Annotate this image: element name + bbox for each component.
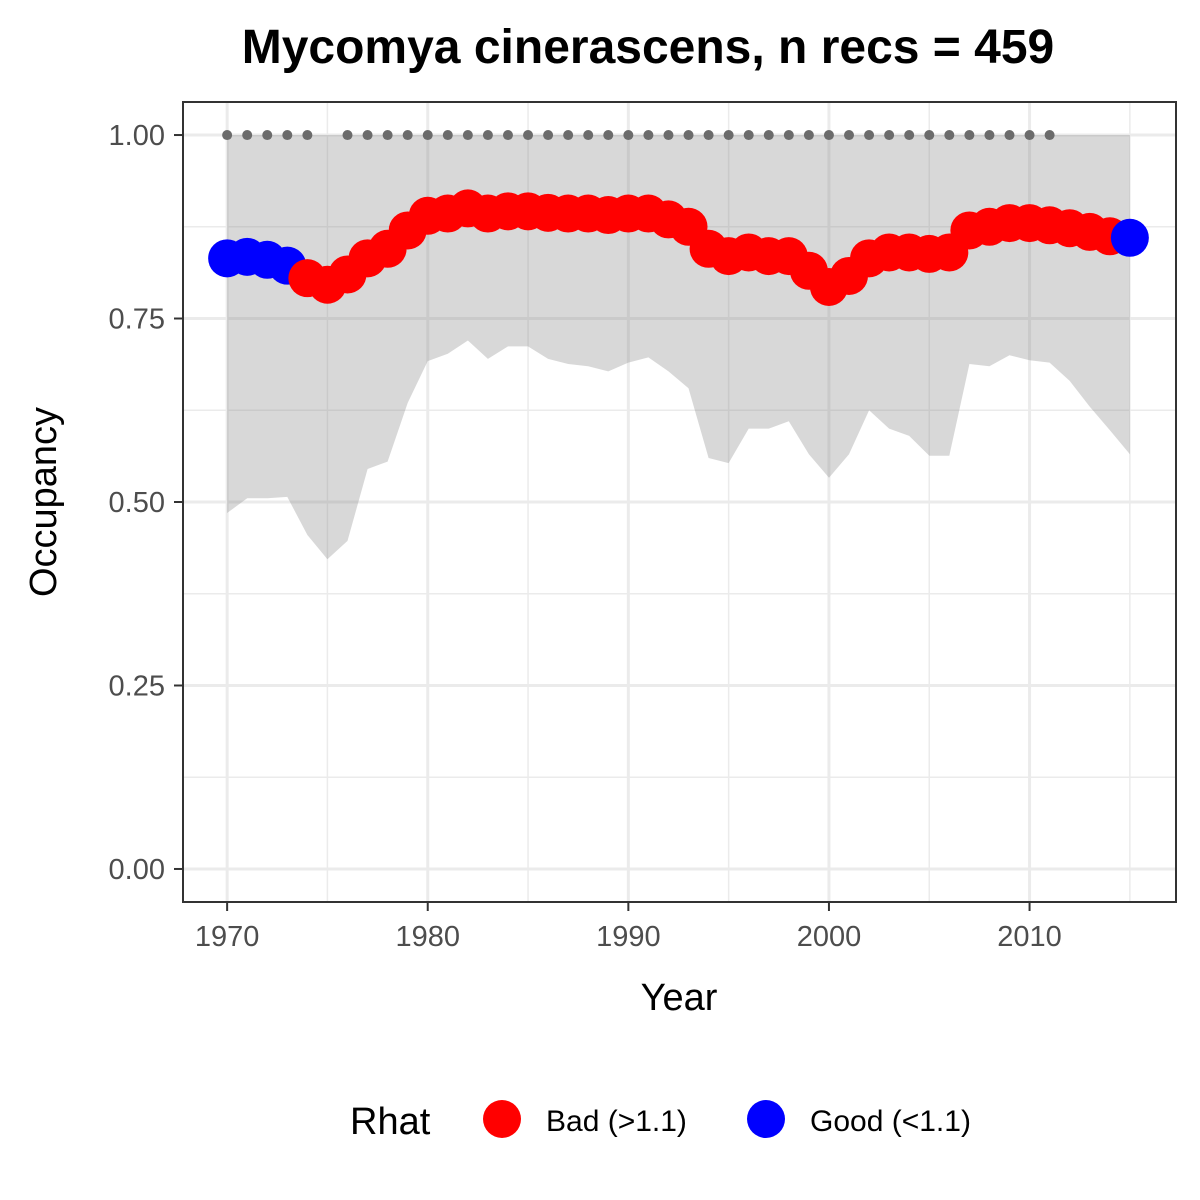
record-dot: [924, 130, 935, 141]
record-dot: [703, 130, 714, 141]
y-axis: 0.00 0.25 0.50 0.75 1.00: [109, 120, 183, 886]
record-dot: [282, 130, 293, 141]
record-dot: [964, 130, 975, 141]
legend-key-bad: [483, 1100, 521, 1138]
record-dot: [623, 130, 634, 141]
record-dot: [603, 130, 614, 141]
record-dot: [1024, 130, 1035, 141]
record-dot: [482, 130, 493, 141]
chart-title: Mycomya cinerascens, n recs = 459: [242, 21, 1055, 74]
record-dot: [844, 130, 855, 141]
record-dot: [262, 130, 273, 141]
record-dot: [663, 130, 674, 141]
record-dot: [803, 130, 814, 141]
x-tick-label: 1970: [195, 921, 260, 953]
record-dot: [783, 130, 794, 141]
y-tick-label: 0.00: [109, 854, 165, 886]
record-dot: [864, 130, 875, 141]
record-dot: [904, 130, 915, 141]
record-dot: [543, 130, 554, 141]
record-dot: [563, 130, 574, 141]
record-dot: [683, 130, 694, 141]
x-tick-label: 1980: [395, 921, 460, 953]
record-dot: [382, 130, 393, 141]
record-dot: [743, 130, 754, 141]
record-dot: [222, 130, 233, 141]
record-dot: [502, 130, 513, 141]
legend: Rhat Bad (>1.1) Good (<1.1): [350, 1100, 971, 1143]
legend-label-good: Good (<1.1): [810, 1105, 971, 1138]
record-dot: [362, 130, 373, 141]
legend-key-good: [747, 1100, 785, 1138]
record-dot: [643, 130, 654, 141]
legend-label-bad: Bad (>1.1): [546, 1105, 687, 1138]
record-dot: [723, 130, 734, 141]
x-tick-label: 2000: [797, 921, 862, 953]
record-dot: [1044, 130, 1055, 141]
record-dot: [462, 130, 473, 141]
occupancy-point: [1110, 218, 1149, 257]
record-dot: [884, 130, 895, 141]
record-dot: [242, 130, 253, 141]
y-tick-label: 0.75: [109, 304, 165, 336]
record-dot: [422, 130, 433, 141]
record-dot: [944, 130, 955, 141]
y-tick-label: 0.50: [109, 487, 165, 519]
record-dot: [523, 130, 534, 141]
x-axis-label: Year: [641, 977, 718, 1019]
record-dot: [984, 130, 995, 141]
y-tick-label: 1.00: [109, 120, 165, 152]
record-dot: [823, 130, 834, 141]
x-tick-label: 2010: [997, 921, 1062, 953]
record-dot: [402, 130, 413, 141]
record-dot: [342, 130, 353, 141]
x-tick-label: 1990: [596, 921, 661, 953]
occupancy-points: [208, 189, 1149, 306]
y-tick-label: 0.25: [109, 670, 165, 702]
legend-title: Rhat: [350, 1101, 431, 1143]
record-dot: [302, 130, 313, 141]
record-dot: [1004, 130, 1015, 141]
x-axis: 1970 1980 1990 2000 2010: [195, 902, 1062, 953]
record-dot: [583, 130, 594, 141]
y-axis-label: Occupancy: [23, 407, 65, 597]
record-dot: [442, 130, 453, 141]
record-dots: [222, 130, 1055, 141]
record-dot: [763, 130, 774, 141]
